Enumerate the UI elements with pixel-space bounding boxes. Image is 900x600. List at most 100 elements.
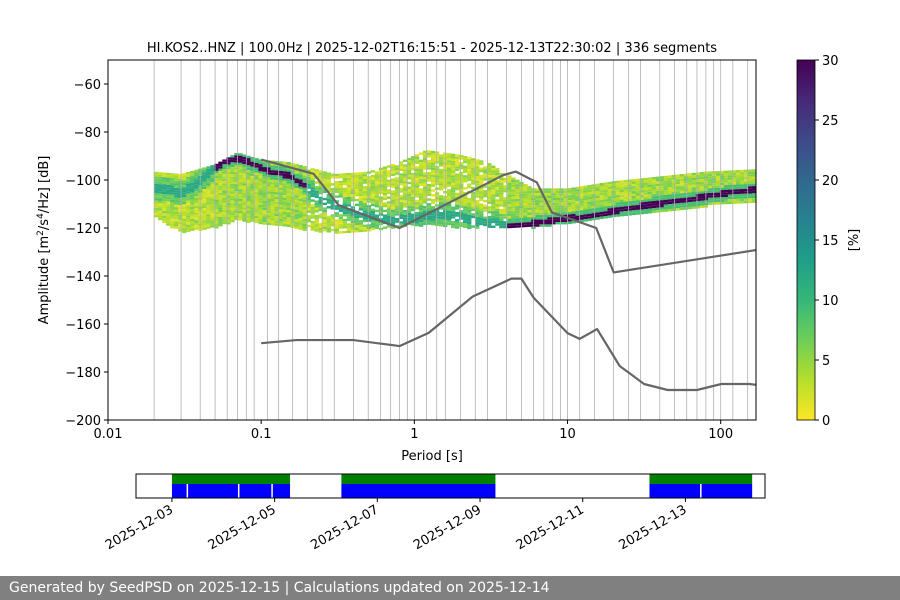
heat-cell [214,223,219,227]
heat-cell [242,200,247,203]
heat-cell [707,176,713,179]
heat-cell [511,223,516,226]
heat-cell [715,178,721,181]
heat-cell [671,194,677,197]
heat-cell [370,201,376,204]
heat-cell [402,164,408,167]
heat-cell [599,204,604,208]
heat-cell [555,219,560,222]
heat-cell [310,182,315,186]
heat-cell [430,162,436,166]
heat-cell [278,178,283,181]
heat-cell [298,213,303,216]
heat-cell [402,222,408,225]
heat-cell [186,174,191,177]
heat-cell [282,202,287,205]
heat-cell [623,208,628,212]
heat-cell [358,229,364,233]
heat-cell [667,208,673,212]
heat-cell [663,202,669,205]
heat-cell [651,191,656,194]
heat-cell [659,209,665,213]
heat-cell [302,182,307,186]
heat-cell [663,197,669,200]
heat-cell [591,208,596,211]
heat-cell [222,171,227,174]
heat-cell [250,209,255,213]
heat-cell [414,192,420,196]
heat-cell [555,200,560,203]
heat-cell [683,197,689,201]
heat-cell [294,166,299,169]
heat-cell [302,199,307,203]
heat-cell [366,226,372,230]
heat-cell [434,173,440,176]
heat-cell [326,218,331,221]
heat-cell [527,222,532,225]
heat-cell [451,160,456,164]
heat-cell [495,182,500,185]
heat-cell [455,161,460,164]
heat-cell [479,208,484,211]
heat-cell [246,155,251,159]
heat-cell [230,217,235,220]
heat-cell [206,173,211,176]
heat-cell [170,211,175,215]
heat-cell [250,168,255,172]
heat-cell [342,194,348,198]
heat-cell [430,213,436,216]
heat-cell [567,214,572,217]
heat-cell [619,180,624,183]
heat-cell [170,192,175,195]
heat-cell [390,197,396,201]
heat-cell [599,214,604,217]
heat-cell [647,208,652,212]
heat-cell [174,192,179,196]
heat-cell [206,166,211,169]
heat-cell [350,223,356,226]
heat-cell [727,192,733,195]
heat-cell [390,195,396,198]
heat-cell [266,193,271,197]
heat-cell [186,176,191,180]
heat-cell [230,169,235,172]
heat-cell [467,157,472,160]
heat-cell [210,193,215,197]
heat-cell [727,201,733,205]
heat-cell [282,221,287,225]
heat-cell [455,163,460,167]
heat-cell [342,173,348,176]
heat-cell [314,217,319,220]
heat-cell [467,207,472,210]
heat-cell [623,179,628,183]
heat-cell [218,223,223,227]
heat-cell [278,216,283,219]
heat-cell [463,216,468,219]
heat-cell [479,174,484,178]
heat-cell [467,200,472,203]
date-axis: 2025-12-03 2025-12-05 2025-12-07 2025-12-09… [103,498,689,553]
heat-cell [491,170,496,173]
heat-cell [306,183,311,187]
heat-cell [439,224,444,227]
heat-cell [491,196,496,200]
heat-cell [414,204,420,208]
heat-cell [631,186,636,189]
heat-cell [647,184,652,188]
heat-cell [246,213,251,216]
heat-cell [270,163,275,166]
heat-cell [310,221,315,224]
heat-cell [270,175,275,178]
noise-models [260,158,757,392]
heat-cell [483,166,488,169]
heat-cell [314,207,319,211]
heat-cell [258,200,263,203]
heat-cell [218,161,223,164]
heat-cell [567,202,572,205]
heat-cell [394,210,400,214]
heat-cell [471,191,476,195]
heat-cell [723,187,729,190]
heat-cell [499,199,504,202]
heat-cell [302,192,307,195]
heat-cell [266,181,271,185]
